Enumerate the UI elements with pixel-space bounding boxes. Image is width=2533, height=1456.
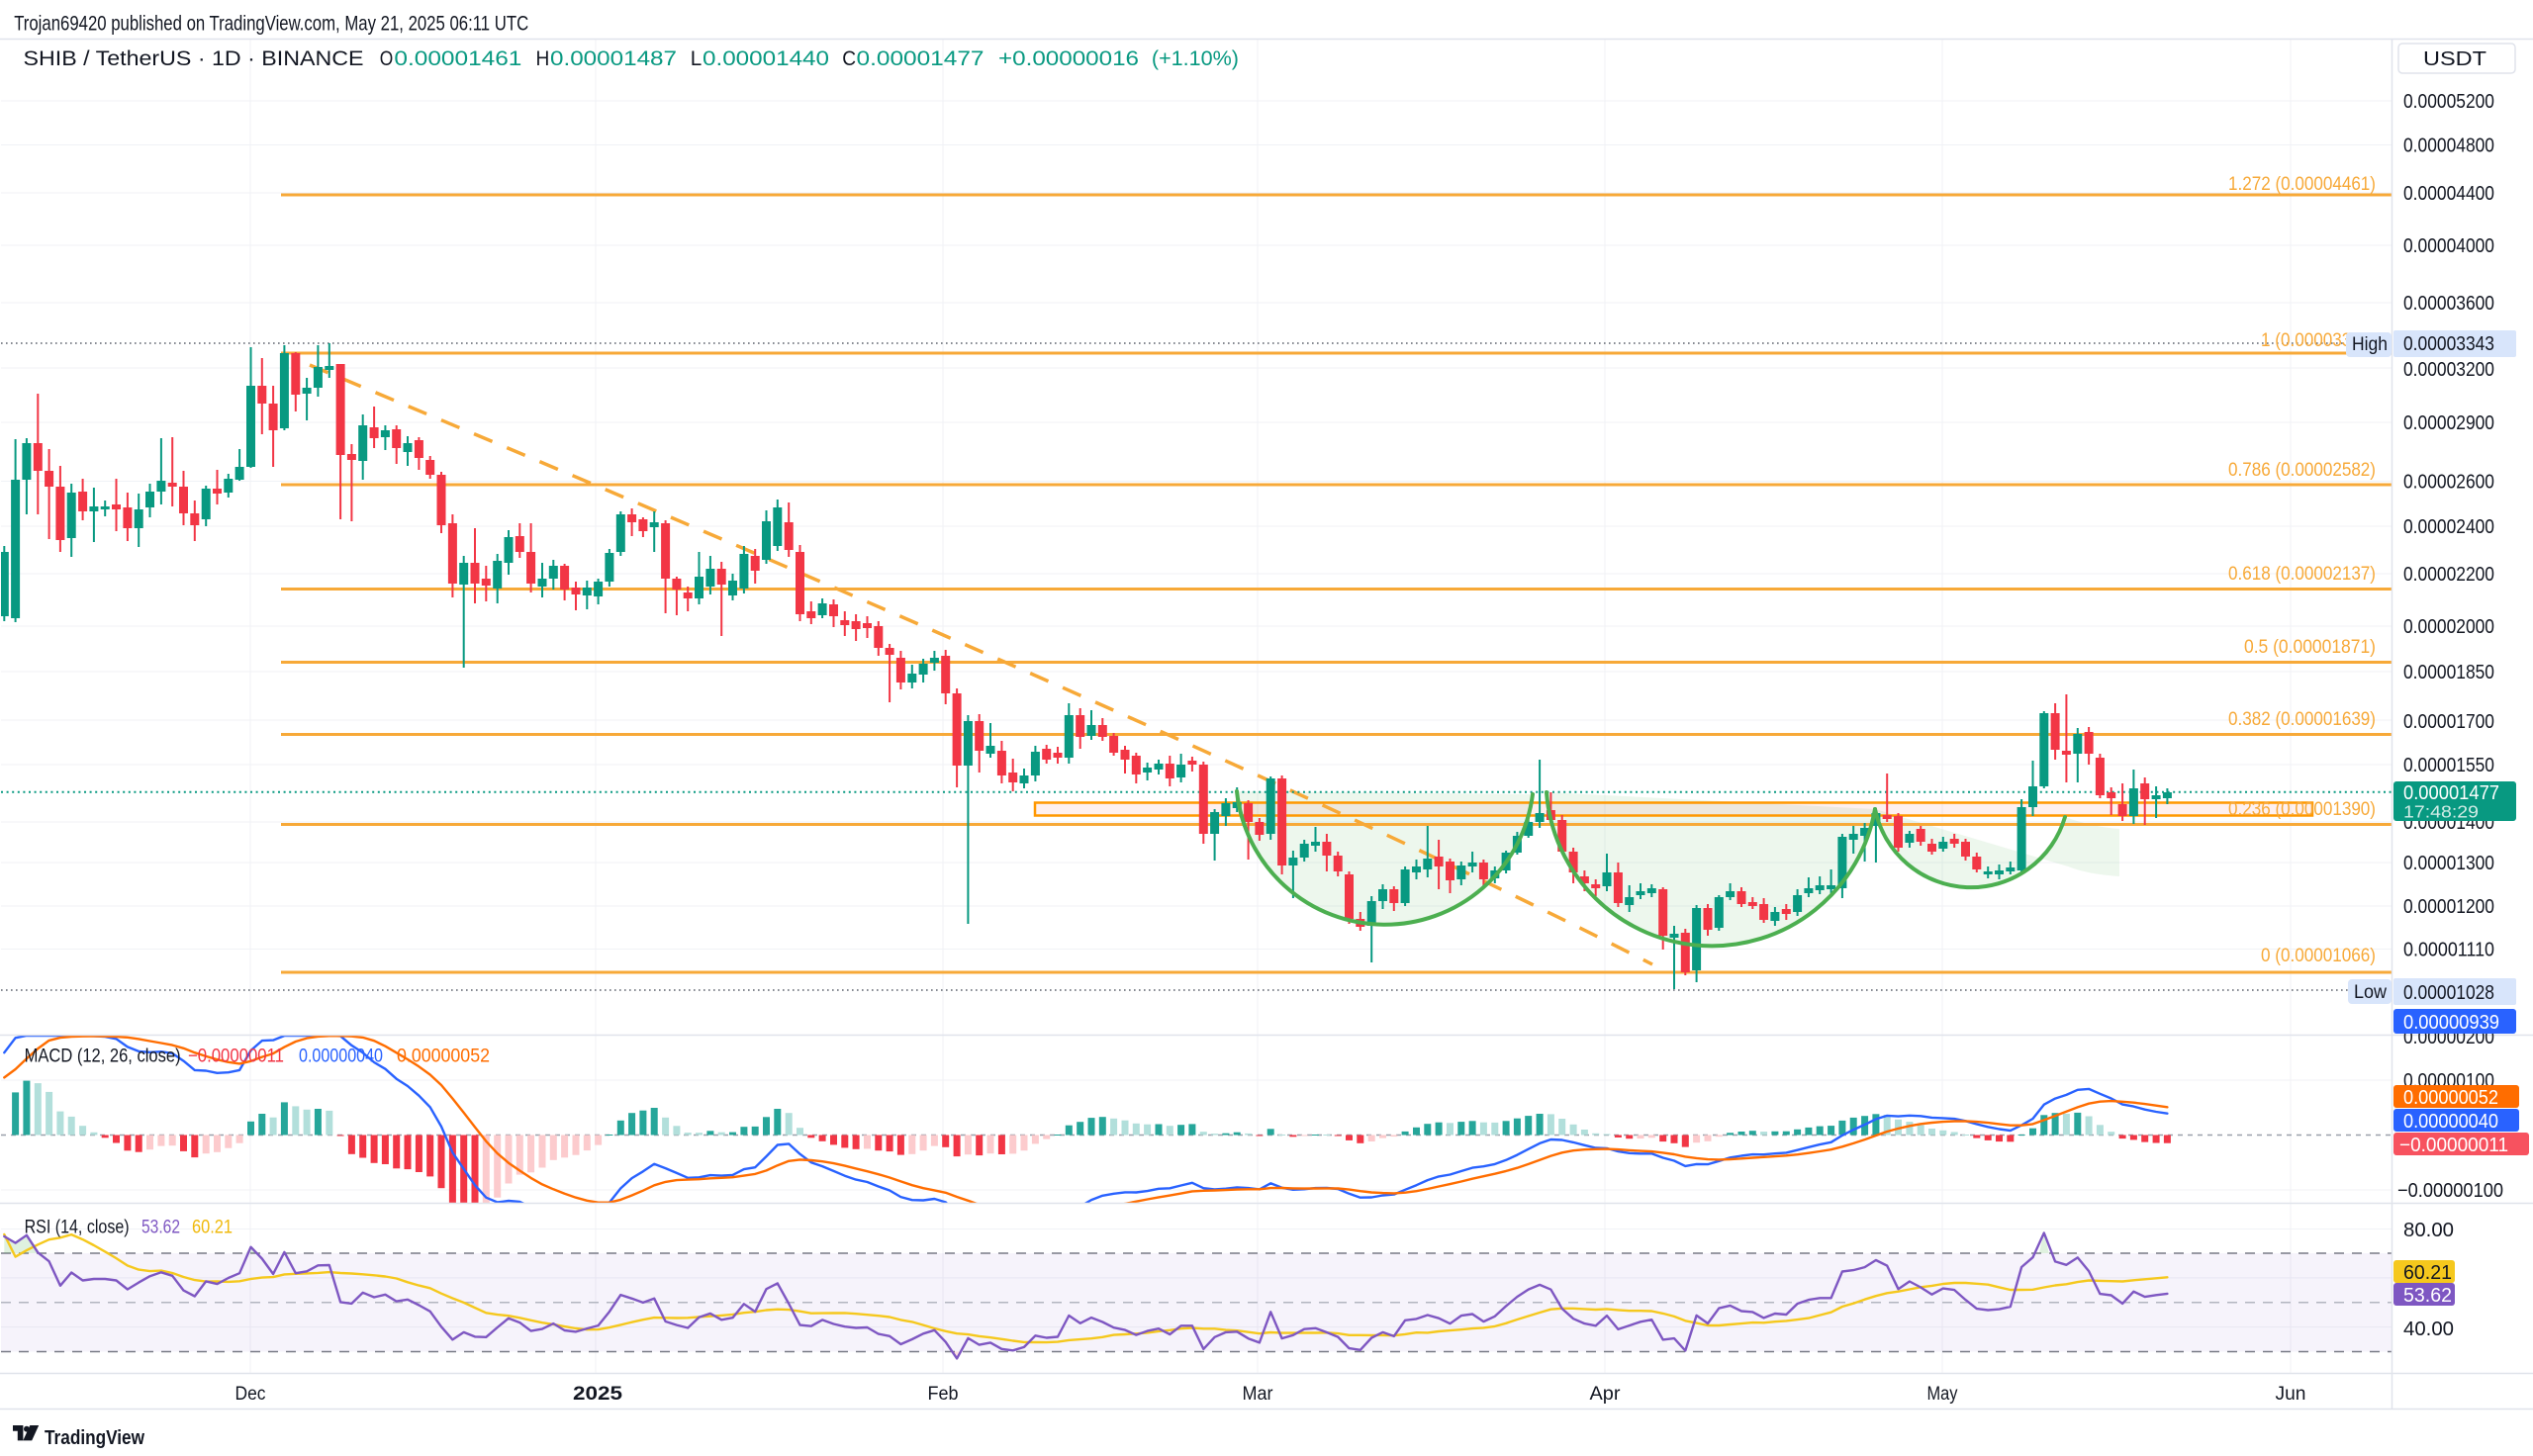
svg-text:High: High xyxy=(2352,334,2388,355)
svg-text:Apr: Apr xyxy=(1590,1384,1622,1405)
svg-text:Mar: Mar xyxy=(1243,1384,1274,1405)
svg-text:0.00002000: 0.00002000 xyxy=(2403,616,2494,638)
svg-text:1.272 (0.00004461): 1.272 (0.00004461) xyxy=(2228,174,2376,195)
svg-text:0.00002900: 0.00002900 xyxy=(2403,412,2494,434)
svg-text:−0.00000011: −0.00000011 xyxy=(188,1046,284,1067)
svg-text:0.00002400: 0.00002400 xyxy=(2403,516,2494,538)
svg-text:0.00002200: 0.00002200 xyxy=(2403,564,2494,586)
svg-text:40.00: 40.00 xyxy=(2403,1319,2454,1340)
svg-text:0.382 (0.00001639): 0.382 (0.00001639) xyxy=(2228,709,2376,730)
svg-text:H: H xyxy=(536,47,550,70)
svg-text:0.00000052: 0.00000052 xyxy=(2403,1087,2498,1109)
svg-text:TradingView: TradingView xyxy=(45,1426,144,1449)
svg-text:−0.00000011: −0.00000011 xyxy=(2399,1135,2508,1156)
svg-text:Trojan69420 published on Tradi: Trojan69420 published on TradingView.com… xyxy=(14,13,528,36)
svg-text:SHIB / TetherUS · 1D · BINANCE: SHIB / TetherUS · 1D · BINANCE xyxy=(24,47,364,70)
svg-text:0.00001200: 0.00001200 xyxy=(2403,896,2494,918)
svg-text:−0.00000100: −0.00000100 xyxy=(2397,1180,2503,1202)
svg-text:0.00001550: 0.00001550 xyxy=(2403,755,2494,776)
svg-text:Low: Low xyxy=(2354,982,2387,1003)
svg-text:0.00001700: 0.00001700 xyxy=(2403,711,2494,733)
svg-text:60.21: 60.21 xyxy=(2403,1262,2452,1284)
svg-text:0.00004000: 0.00004000 xyxy=(2403,235,2494,257)
svg-text:(+1.10%): (+1.10%) xyxy=(1152,47,1239,70)
svg-text:0.00004800: 0.00004800 xyxy=(2403,136,2494,157)
svg-text:0.00001110: 0.00001110 xyxy=(2403,940,2494,961)
svg-text:Dec: Dec xyxy=(235,1384,266,1405)
svg-text:0.00000040: 0.00000040 xyxy=(299,1046,383,1067)
svg-text:0.00000939: 0.00000939 xyxy=(2403,1012,2499,1034)
svg-text:17:48:29: 17:48:29 xyxy=(2403,802,2479,822)
svg-text:60.21: 60.21 xyxy=(192,1218,233,1238)
svg-text:Feb: Feb xyxy=(928,1384,959,1405)
svg-text:0.00001850: 0.00001850 xyxy=(2403,662,2494,683)
svg-text:RSI (14, close): RSI (14, close) xyxy=(25,1218,130,1238)
svg-text:0.00005200: 0.00005200 xyxy=(2403,91,2494,113)
svg-text:0.00000052: 0.00000052 xyxy=(397,1046,490,1067)
svg-text:0.236 (0.00001390): 0.236 (0.00001390) xyxy=(2228,799,2376,820)
svg-text:O: O xyxy=(380,47,394,70)
svg-text:0.00000040: 0.00000040 xyxy=(2403,1111,2498,1133)
svg-text:0.00001440: 0.00001440 xyxy=(703,47,829,70)
svg-text:May: May xyxy=(1927,1384,1958,1405)
svg-text:0.00004400: 0.00004400 xyxy=(2403,183,2494,205)
svg-text:MACD (12, 26, close): MACD (12, 26, close) xyxy=(25,1046,181,1067)
svg-text:0 (0.00001066): 0 (0.00001066) xyxy=(2261,946,2376,966)
svg-text:0.00001477: 0.00001477 xyxy=(857,47,985,70)
svg-text:80.00: 80.00 xyxy=(2403,1220,2454,1241)
svg-text:53.62: 53.62 xyxy=(141,1218,180,1238)
svg-text:USDT: USDT xyxy=(2423,48,2486,70)
svg-text:0.786 (0.00002582): 0.786 (0.00002582) xyxy=(2228,460,2376,481)
svg-text:+0.00000016: +0.00000016 xyxy=(998,47,1139,70)
svg-text:0.00003343: 0.00003343 xyxy=(2403,333,2494,355)
svg-text:2025: 2025 xyxy=(573,1384,622,1405)
svg-text:53.62: 53.62 xyxy=(2403,1285,2452,1307)
svg-text:0.00003600: 0.00003600 xyxy=(2403,293,2494,315)
svg-text:0.00003200: 0.00003200 xyxy=(2403,359,2494,381)
svg-text:C: C xyxy=(842,47,856,70)
svg-text:0.5 (0.00001871): 0.5 (0.00001871) xyxy=(2244,637,2376,658)
svg-text:L: L xyxy=(691,47,703,70)
svg-text:0.00001461: 0.00001461 xyxy=(394,47,521,70)
svg-text:0.00001487: 0.00001487 xyxy=(550,47,677,70)
svg-text:0.00001477: 0.00001477 xyxy=(2403,782,2499,804)
svg-text:Jun: Jun xyxy=(2276,1384,2306,1405)
svg-text:0.00002600: 0.00002600 xyxy=(2403,472,2494,494)
svg-text:0.00001028: 0.00001028 xyxy=(2403,982,2494,1004)
svg-text:0.00001300: 0.00001300 xyxy=(2403,853,2494,874)
svg-text:0.618 (0.00002137): 0.618 (0.00002137) xyxy=(2228,564,2376,585)
